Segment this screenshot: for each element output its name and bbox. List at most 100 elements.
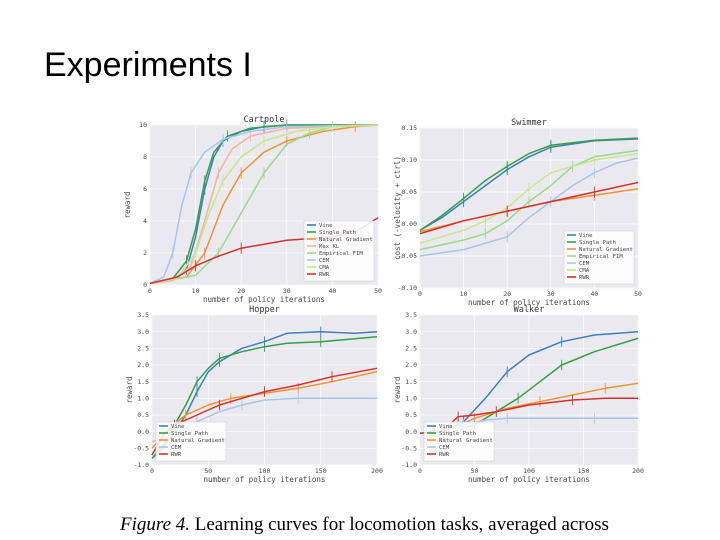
walker-ytick-label: 2.5 [405,345,417,353]
caption-label: Figure 4. [120,514,191,535]
swimmer-legend-label: Vine [579,233,593,239]
swimmer-series-rwr [419,181,639,235]
hopper-ytick-label: 2.5 [137,345,149,353]
hopper-xtick-label: 100 [259,467,271,475]
swimmer-xtick-label: 0 [418,290,422,298]
cartpole-legend-label: Empirical FIM [319,251,363,257]
walker-legend-label: Vine [439,424,453,430]
cartpole-ytick-label: 8 [143,153,147,161]
swimmer-ytick-label: -0.10 [397,284,417,292]
swimmer-legend-label: RWR [579,275,590,281]
cartpole-ylabel: reward [123,191,132,218]
swimmer-legend [563,230,635,285]
swimmer-xlabel: number of policy iterations [468,298,590,307]
cartpole-legend-label: Max KL [319,244,340,250]
swimmer-ytick-label: -0.05 [397,252,417,260]
swimmer-legend-label: CMA [579,268,590,274]
hopper-legend-label: Vine [171,424,185,430]
swimmer-title: Swimmer [511,118,547,128]
walker-ytick-label: 1.0 [405,395,417,403]
hopper-legend-label: RWR [171,452,182,458]
cartpole-series-cma [149,124,379,285]
swimmer-legend-label: CEM [579,261,590,267]
hopper-ytick-label: -0.5 [133,445,149,453]
swimmer-xtick-label: 20 [503,290,511,298]
walker-title: Walker [514,305,545,315]
swimmer-xtick-label: 40 [590,290,598,298]
hopper-xtick-label: 150 [315,467,327,475]
hopper-ytick-label: 3.0 [137,328,149,336]
cartpole-ytick-label: 6 [143,185,147,193]
walker-ytick-label: 3.5 [405,311,417,319]
walker-xlabel: number of policy iterations [468,475,590,484]
swimmer-ylabel: cost (-velocity + ctrl) [393,156,402,260]
cartpole-legend-label: Natural Gradient [319,237,373,243]
cartpole-legend-label: CEM [319,258,330,264]
cartpole-legend-label: RWR [319,272,330,278]
walker-ytick-label: -1.0 [401,461,417,469]
hopper-legend-label: CEM [171,445,182,451]
hopper-ytick-label: 1.0 [137,395,149,403]
hopper-ytick-label: 3.5 [137,311,149,319]
cartpole-title: Cartpole [244,115,285,125]
cartpole-legend [303,220,375,282]
hopper-ytick-label: -1.0 [133,461,149,469]
hopper-ylabel: reward [125,376,134,403]
walker-ytick-label: 0.5 [405,411,417,419]
cartpole-xtick-label: 40 [328,287,336,295]
swimmer-legend-label: Natural Gradient [579,247,633,253]
cartpole-ytick-label: 4 [143,217,147,225]
swimmer-series-cma [419,152,639,244]
cartpole-xlabel: number of policy iterations [203,295,325,304]
cartpole-legend-label: CMA [319,265,330,271]
cartpole-ytick-label: 10 [139,121,147,129]
cartpole-series-cem [149,124,379,285]
figure-caption: Figure 4. Learning curves for locomotion… [120,514,609,536]
swimmer-legend-label: Single Path [579,240,616,246]
walker-ytick-label: 2.0 [405,361,417,369]
walker-xtick-label: 100 [523,467,535,475]
swimmer-xtick-label: 50 [634,290,642,298]
walker-legend-label: CEM [439,445,450,451]
cartpole-series-single-path [149,124,378,285]
cartpole-ytick-label: 2 [143,249,147,257]
walker-legend-label: Natural Gradient [439,438,493,444]
swimmer-xtick-label: 10 [460,290,468,298]
hopper-ytick-label: 2.0 [137,361,149,369]
walker-xtick-label: 150 [578,467,590,475]
walker-legend-label: Single Path [439,431,476,437]
hopper-ytick-label: 1.5 [137,378,149,386]
hopper-xlabel: number of policy iterations [204,475,326,484]
walker-xtick-label: 50 [471,467,479,475]
cartpole-xtick-label: 30 [283,287,291,295]
hopper-legend-label: Single Path [171,431,208,437]
caption-text: Learning curves for locomotion tasks, av… [190,514,609,535]
hopper-xtick-label: 0 [150,467,154,475]
cartpole-ytick-label: 0 [143,281,147,289]
cartpole-xtick-label: 10 [192,287,200,295]
walker-xtick-label: 200 [632,467,644,475]
walker-ytick-label: 0.0 [405,428,417,436]
cartpole-xtick-label: 50 [374,287,382,295]
cartpole-xtick-label: 0 [148,287,152,295]
hopper-title: Hopper [249,305,280,315]
cartpole-legend-label: Vine [319,223,333,229]
swimmer-xtick-label: 30 [547,290,555,298]
cartpole-xtick-label: 20 [237,287,245,295]
hopper-ytick-label: 0.0 [137,428,149,436]
walker-ylabel: reward [393,376,402,403]
swimmer-ytick-label: 0.00 [401,220,417,228]
swimmer-legend-label: Empirical FIM [579,254,623,260]
walker-ytick-label: -0.5 [401,445,417,453]
walker-ytick-label: 1.5 [405,378,417,386]
swimmer-ytick-label: 0.15 [401,124,417,132]
hopper-ytick-label: 0.5 [137,411,149,419]
walker-xtick-label: 0 [418,467,422,475]
swimmer-ytick-label: 0.05 [401,188,417,196]
swimmer-ytick-label: 0.10 [401,156,417,164]
cartpole-legend-label: Single Path [319,230,356,236]
slide-title: Experiments I [44,46,252,84]
walker-legend-label: RWR [439,452,450,458]
hopper-xtick-label: 200 [371,467,383,475]
